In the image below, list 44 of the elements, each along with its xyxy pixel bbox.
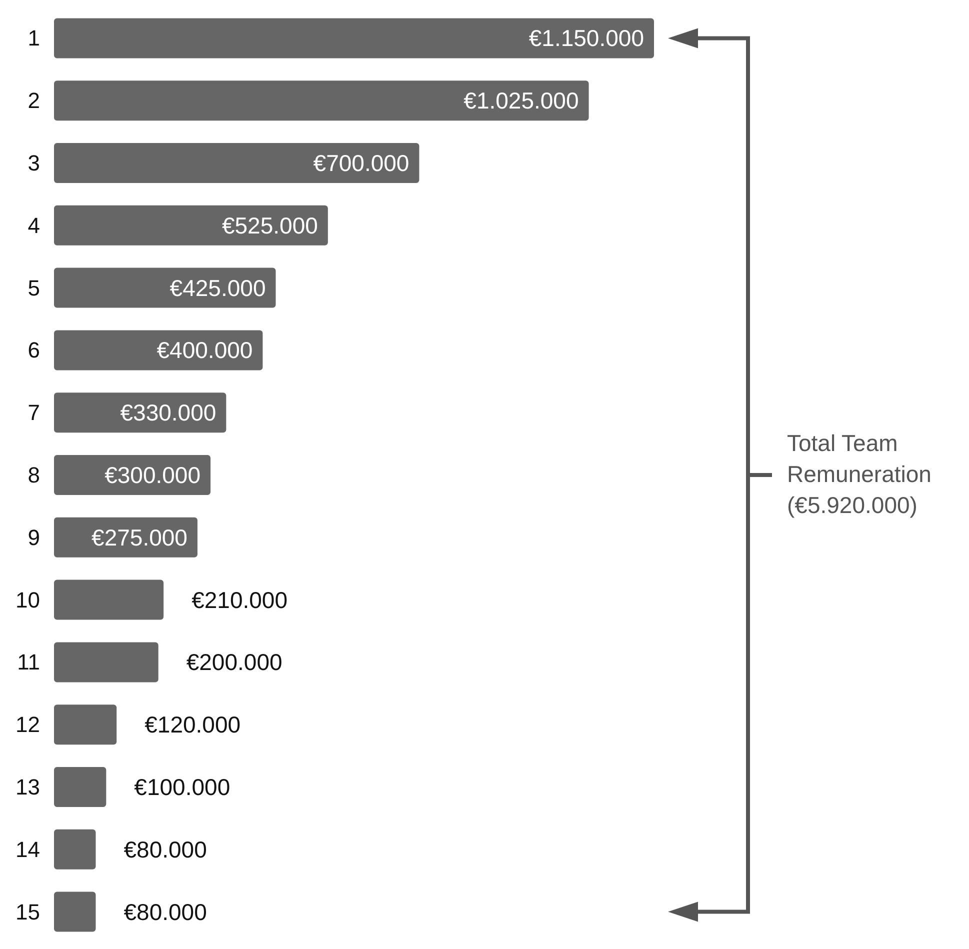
y-tick-label: 12 (16, 712, 40, 738)
bar (54, 330, 263, 370)
data-label: €525.000 (222, 212, 318, 238)
y-tick-label: 10 (16, 587, 40, 612)
data-label: €100.000 (134, 774, 230, 800)
y-tick-label: 1 (28, 26, 40, 51)
y-tick-label: 4 (28, 212, 40, 238)
bar (54, 892, 96, 932)
bar (54, 80, 589, 121)
y-tick-label: 8 (28, 462, 40, 488)
data-label: €80.000 (124, 836, 207, 862)
y-tick-label: 15 (16, 899, 40, 924)
data-label: €200.000 (186, 649, 282, 676)
data-label: €1.025.000 (464, 88, 579, 114)
y-tick-label: 5 (28, 275, 40, 300)
text: Total Team Remuneration (€5.920.000) (787, 429, 932, 520)
data-label: €425.000 (170, 274, 266, 301)
data-label: €300.000 (104, 462, 201, 488)
bar (54, 392, 226, 433)
y-tick-label: 3 (28, 150, 40, 176)
y-tick-label: 11 (17, 650, 40, 675)
y-tick-label: 2 (28, 88, 40, 114)
data-label: €275.000 (92, 524, 188, 550)
bar (54, 143, 420, 183)
bar (54, 18, 654, 58)
data-label: €80.000 (124, 898, 207, 925)
bar (54, 642, 158, 682)
y-tick-label: 13 (16, 774, 40, 800)
data-label: €210.000 (192, 586, 288, 613)
bar (54, 767, 106, 807)
y-tick-label: 6 (28, 338, 40, 363)
bar (54, 205, 328, 246)
bar (54, 829, 96, 870)
data-label: €1.150.000 (528, 25, 644, 52)
data-label: €330.000 (120, 400, 216, 426)
bar (54, 704, 117, 745)
data-label: €700.000 (313, 150, 410, 176)
bar (54, 580, 164, 620)
y-tick-label: 7 (28, 400, 40, 426)
y-tick-label: 9 (28, 524, 40, 550)
y-tick-label: 14 (16, 836, 40, 862)
bar (54, 268, 276, 308)
data-label: €120.000 (144, 712, 241, 738)
data-label: €400.000 (156, 337, 253, 364)
